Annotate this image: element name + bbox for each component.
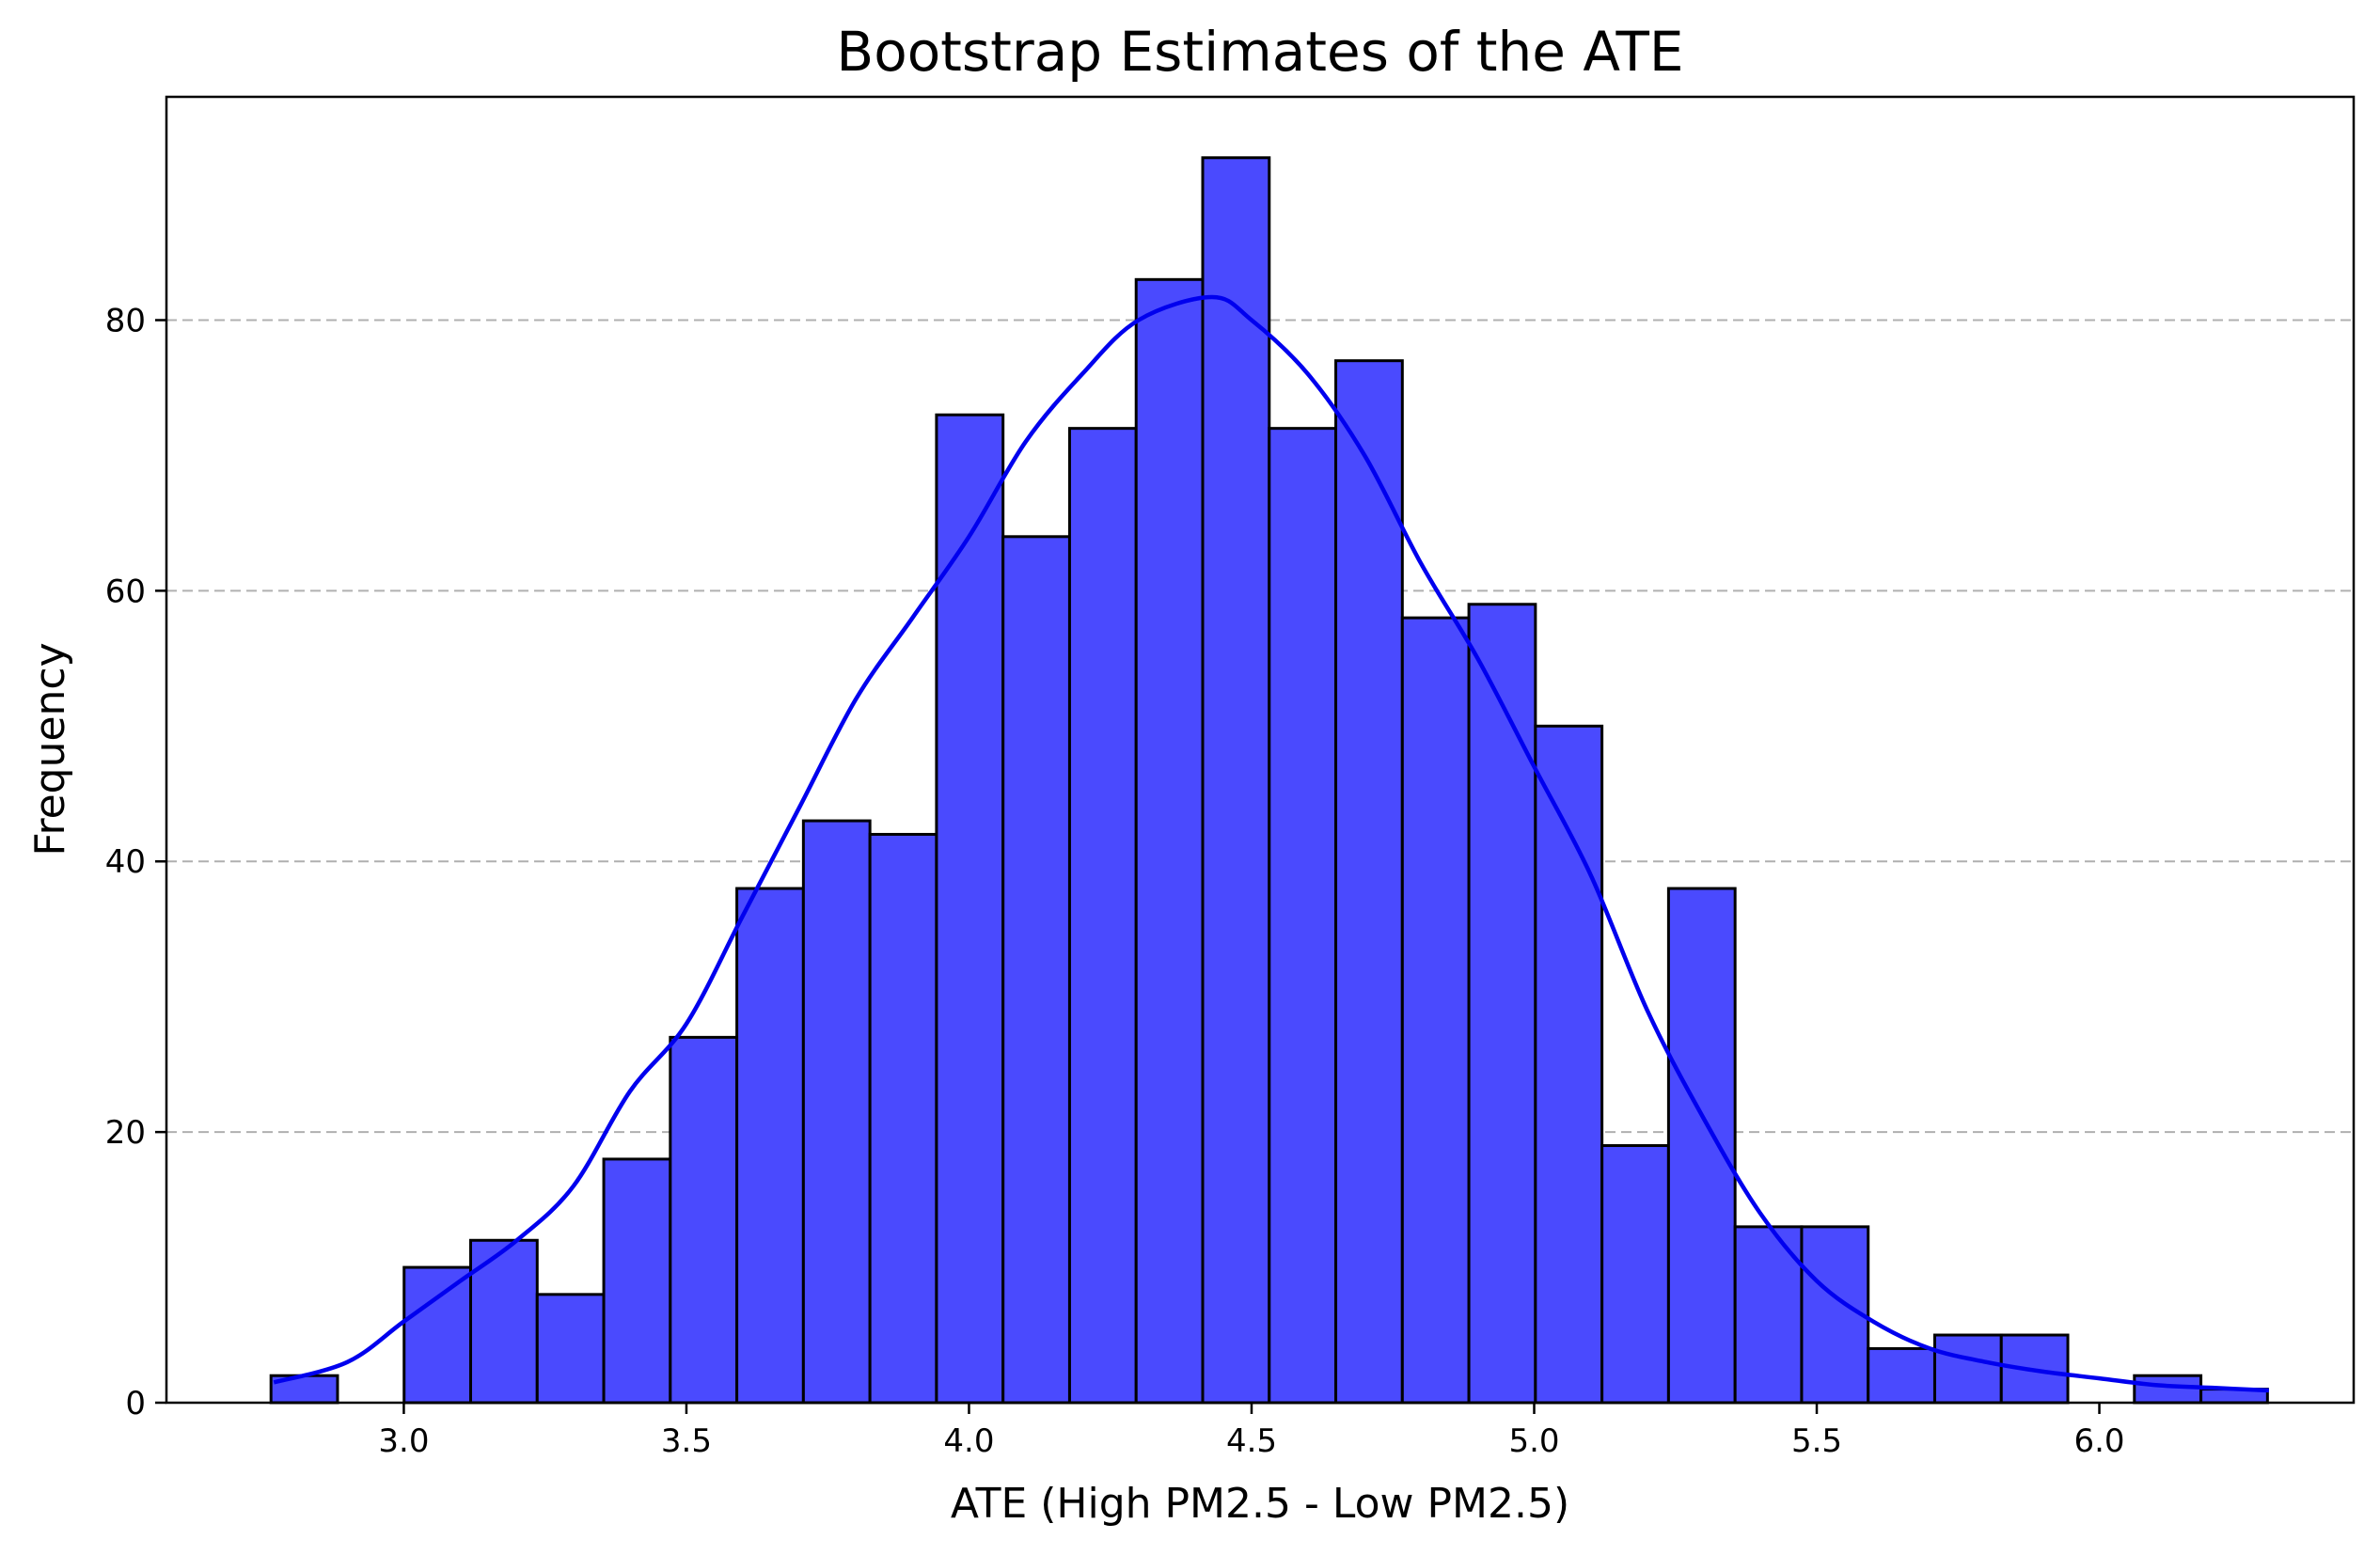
- histogram-bar: [1201, 156, 1271, 1405]
- histogram-bar: [1334, 359, 1404, 1405]
- x-tick-label: 3.0: [378, 1422, 429, 1460]
- histogram-bar: [2133, 1374, 2203, 1405]
- x-axis-label: ATE (High PM2.5 - Low PM2.5): [951, 1480, 1569, 1528]
- histogram-bar: [1867, 1346, 1936, 1405]
- y-tick-label: 40: [105, 843, 146, 881]
- histogram-bar: [402, 1265, 473, 1405]
- histogram-bar: [1467, 603, 1537, 1405]
- histogram-bar: [1534, 724, 1604, 1405]
- x-tick-label: 6.0: [2073, 1422, 2124, 1460]
- y-tick-label: 80: [105, 302, 146, 339]
- y-tick-label: 20: [105, 1114, 146, 1152]
- histogram-bar: [1600, 1144, 1670, 1405]
- histogram-bar: [735, 887, 805, 1405]
- histogram-bar: [801, 819, 872, 1405]
- y-tick-label: 60: [105, 573, 146, 610]
- x-tick-label: 5.0: [1508, 1422, 1559, 1460]
- histogram-bar: [1268, 427, 1338, 1405]
- x-tick-label: 4.5: [1226, 1422, 1277, 1460]
- histogram-bars: [269, 156, 2269, 1405]
- y-axis-ticks: 0 20 40 60 80: [105, 302, 166, 1422]
- histogram-bar: [1001, 535, 1071, 1405]
- histogram-bar: [935, 413, 1005, 1405]
- kde-curve-group: [273, 294, 2269, 1393]
- histogram-bar: [1067, 427, 1138, 1405]
- histogram-bar: [669, 1035, 739, 1405]
- x-tick-label: 3.5: [661, 1422, 712, 1460]
- histogram-bar: [1400, 616, 1471, 1405]
- y-tick-label: 0: [125, 1385, 146, 1422]
- kde-curve: [273, 294, 2269, 1393]
- histogram-bar: [1932, 1333, 2003, 1405]
- x-tick-label: 5.5: [1791, 1422, 1842, 1460]
- histogram-bar: [269, 1374, 339, 1405]
- histogram-bar: [1134, 277, 1205, 1405]
- histogram-bar: [868, 832, 938, 1405]
- histogram-bar: [1666, 887, 1737, 1405]
- y-axis-label: Frequency: [26, 642, 74, 856]
- plot-frame: [165, 95, 2356, 1405]
- histogram-bar: [602, 1157, 672, 1405]
- histogram-bar: [535, 1293, 606, 1405]
- chart-title: Bootstrap Estimates of the ATE: [836, 20, 1683, 84]
- x-tick-label: 4.0: [943, 1422, 994, 1460]
- x-axis-ticks: 3.0 3.5 4.0 4.5 5.0 5.5 6.0: [378, 1403, 2125, 1460]
